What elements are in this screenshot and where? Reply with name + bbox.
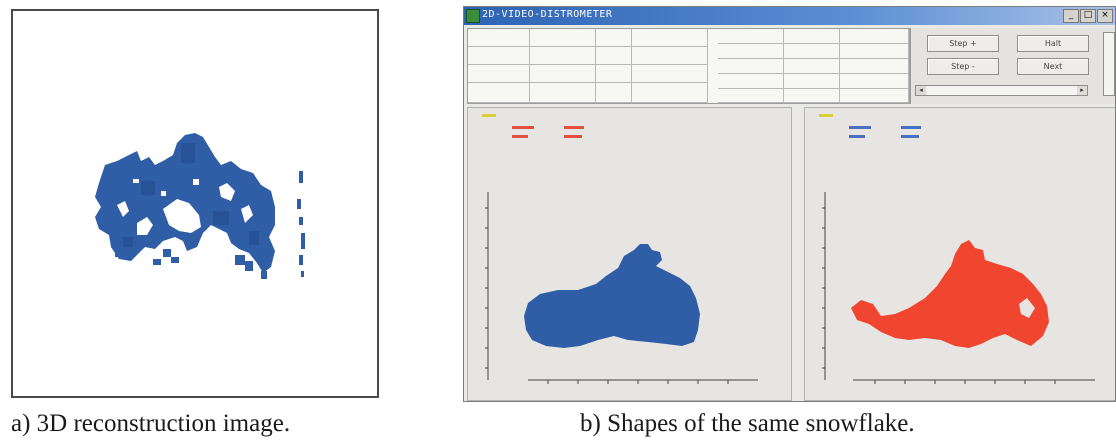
control-panel: Step + Halt Step - Next ◂ ▸ [910,28,1115,104]
legend-marker [849,126,871,129]
status-indicator-column [707,28,715,104]
info-cell [530,83,596,103]
info-cell [718,74,784,89]
info-cell [632,47,708,65]
scroll-right-icon[interactable]: ▸ [1077,86,1087,95]
info-cell [840,44,909,59]
reconstruction-image [95,133,305,279]
legend-marker [564,126,584,129]
camera-b-view [804,107,1115,401]
camera-a-view [467,107,792,401]
info-cell [468,29,530,47]
info-cell [596,29,632,47]
scroll-left-icon[interactable]: ◂ [916,86,926,95]
legend-marker [901,126,921,129]
window-title: 2D-VIDEO-DISTROMETER [482,9,613,20]
info-cell [596,83,632,103]
info-cell [632,29,708,47]
step-minus-button[interactable]: Step - [927,58,999,75]
caption-a: a) 3D reconstruction image. [11,410,291,437]
info-cell [632,83,708,103]
info-cell [468,65,530,83]
info-cell [784,89,840,103]
info-cell [784,44,840,59]
reconstruction-panel [11,9,379,398]
camera-a-axes [485,192,758,384]
vertical-scrollbar[interactable] [1103,32,1115,96]
legend-marker [512,126,534,129]
close-button[interactable]: × [1097,9,1113,23]
info-cell [718,59,784,74]
halt-button[interactable]: Halt [1017,35,1089,52]
info-cell [530,65,596,83]
info-cell [840,29,909,44]
camera-a-particle [524,244,700,348]
camera-b-void [1019,298,1035,318]
legend-marker [482,114,496,117]
info-cell [718,44,784,59]
legend-marker [849,135,865,138]
window-titlebar: 2D-VIDEO-DISTROMETER _ □ × [464,7,1115,25]
info-cell [840,59,909,74]
info-cell [530,29,596,47]
legend-marker [901,135,919,138]
measurement-info-table [467,28,910,104]
reconstruction-voids [117,179,253,235]
info-cell [784,74,840,89]
camera-b-particle [851,240,1049,348]
info-cell [784,29,840,44]
info-cell [784,59,840,74]
horizontal-scrollbar[interactable]: ◂ ▸ [915,85,1088,96]
info-cell [596,47,632,65]
camera-a-legend [482,114,584,138]
info-cell [718,89,784,103]
info-cell [718,29,784,44]
camera-b-canvas [819,114,1095,384]
info-cell [596,65,632,83]
caption-b: b) Shapes of the same snowflake. [580,410,915,437]
info-cell [840,74,909,89]
legend-marker [512,135,528,138]
app-icon [466,9,480,23]
next-button[interactable]: Next [1017,58,1089,75]
info-cell [840,89,909,103]
camera-a-canvas [482,114,758,384]
legend-marker [819,114,833,117]
camera-b-legend [819,114,921,138]
info-cell [468,47,530,65]
info-cell [530,47,596,65]
window-controls: _ □ × [1063,9,1113,23]
reconstruction-shading [123,143,259,247]
minimize-button[interactable]: _ [1063,9,1079,23]
info-cell [632,65,708,83]
step-plus-button[interactable]: Step + [927,35,999,52]
legend-marker [564,135,582,138]
info-cell [468,83,530,103]
camera-b-axes [822,192,1095,384]
maximize-button[interactable]: □ [1080,9,1096,23]
software-window: 2D-VIDEO-DISTROMETER _ □ × [463,6,1116,402]
